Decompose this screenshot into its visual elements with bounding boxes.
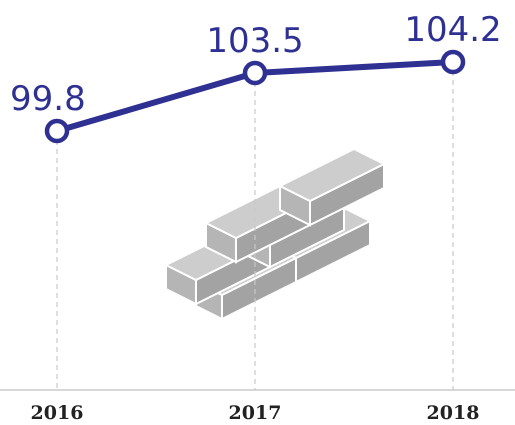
point <box>440 49 466 75</box>
data-label: 103.5 <box>206 21 303 61</box>
data-label: 99.8 <box>10 79 86 119</box>
point <box>242 60 268 86</box>
point <box>44 118 70 144</box>
x-tick-label: 2018 <box>427 402 480 424</box>
x-tick-label: 2017 <box>229 402 282 424</box>
x-tick-label: 2016 <box>31 402 84 424</box>
brick-top <box>277 147 387 203</box>
bricks-icon <box>163 147 387 321</box>
data-label: 104.2 <box>404 10 501 50</box>
